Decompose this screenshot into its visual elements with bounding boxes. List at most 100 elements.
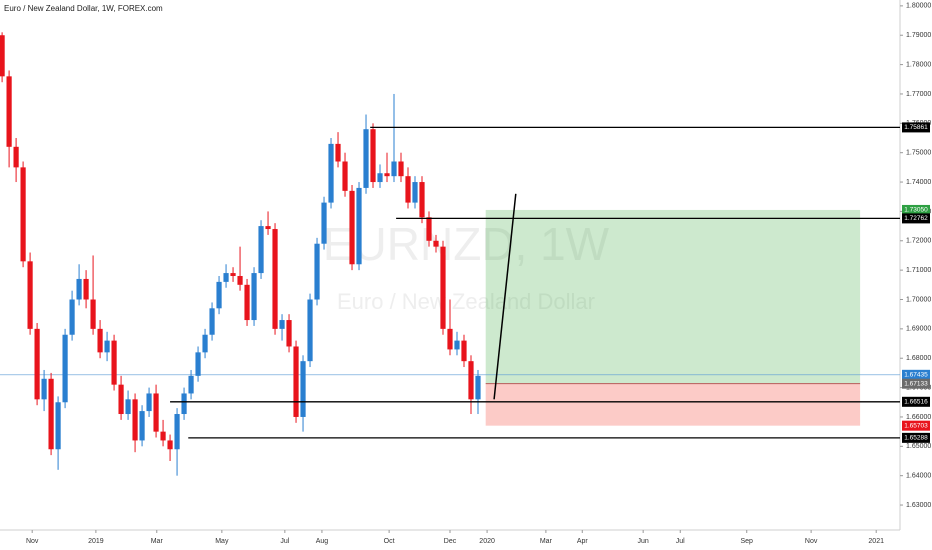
- candle-body: [202, 334, 208, 353]
- candle-body: [391, 161, 397, 177]
- price-tag-label: 1.65703: [904, 422, 928, 429]
- x-tick-label: Sep: [740, 538, 753, 545]
- price-tag-label: 1.72762: [904, 215, 928, 222]
- x-tick-label: Dec: [444, 538, 457, 545]
- price-tag: [902, 204, 930, 215]
- x-tick-label: Apr: [577, 538, 589, 545]
- candle-body: [111, 340, 117, 385]
- candle-body: [27, 261, 33, 329]
- candle-body: [370, 129, 376, 183]
- candle-body: [223, 273, 229, 282]
- candle-body: [209, 308, 215, 335]
- y-tick-label: 1.64000: [906, 473, 931, 480]
- y-tick-label: 1.75000: [906, 150, 931, 157]
- x-tick-label: Jul: [280, 538, 289, 545]
- candle-body: [440, 246, 446, 329]
- price-tag: [902, 396, 930, 407]
- candle-body: [0, 35, 5, 77]
- y-tick-label: 1.69000: [906, 326, 931, 333]
- x-tick-label: 2021: [868, 538, 884, 545]
- candle-body: [398, 161, 404, 177]
- y-tick-label: 1.74000: [906, 179, 931, 186]
- price-tag-label: 1.67133: [904, 380, 928, 387]
- candle-body: [244, 284, 250, 321]
- y-tick-label: 1.65000: [906, 443, 931, 450]
- x-tick-label: Jun: [638, 538, 649, 545]
- price-tag: [902, 378, 930, 389]
- y-tick-label: 1.70000: [906, 296, 931, 303]
- candle-body: [132, 399, 138, 441]
- x-tick-label: May: [215, 538, 229, 545]
- candle-body: [384, 173, 390, 177]
- candle-body: [146, 393, 152, 412]
- x-tick-label: Mar: [151, 538, 164, 545]
- y-tick-label: 1.71000: [906, 267, 931, 274]
- y-tick-label: 1.72000: [906, 238, 931, 245]
- price-tag-label: 1.75861: [904, 124, 928, 131]
- candle-body: [55, 402, 61, 450]
- price-tag: [902, 369, 930, 380]
- y-tick-label: 1.80000: [906, 3, 931, 10]
- x-tick-label: 2019: [88, 538, 104, 545]
- candle-body: [412, 182, 418, 203]
- candle-body: [419, 182, 425, 218]
- candle-body: [300, 361, 306, 417]
- candle-body: [230, 273, 236, 277]
- x-tick-label: Nov: [805, 538, 818, 545]
- candle-body: [279, 320, 285, 329]
- price-tag-label: 1.73050: [904, 207, 928, 214]
- candle-body: [20, 167, 26, 262]
- price-tag: [902, 122, 930, 133]
- y-tick-label: 1.66000: [906, 414, 931, 421]
- candle-body: [251, 273, 257, 321]
- candle-body: [76, 278, 82, 300]
- candle-body: [125, 399, 131, 415]
- candle-body: [48, 378, 54, 450]
- candle-body: [356, 187, 362, 265]
- trend-line: [493, 193, 517, 400]
- candle-body: [188, 375, 194, 394]
- candle-body: [167, 440, 173, 450]
- price-tag-label: 1.66516: [904, 399, 928, 406]
- candle-body: [377, 173, 383, 183]
- candle-body: [6, 76, 12, 147]
- candle-body: [139, 411, 145, 441]
- candle-body: [454, 340, 460, 350]
- candle-body: [321, 202, 327, 244]
- x-tick-label: Aug: [316, 538, 329, 545]
- candle-body: [216, 281, 222, 309]
- chart-title: Euro / New Zealand Dollar, 1W, FOREX.com: [4, 4, 163, 13]
- x-tick-label: Jul: [676, 538, 685, 545]
- candle-body: [314, 243, 320, 300]
- candle-body: [447, 328, 453, 350]
- y-tick-label: 1.78000: [906, 61, 931, 68]
- candle-body: [286, 320, 292, 347]
- candle-body: [468, 361, 474, 400]
- price-tag: [902, 420, 930, 431]
- y-tick-label: 1.63000: [906, 502, 931, 509]
- x-tick-label: 2020: [479, 538, 495, 545]
- candle-body: [349, 190, 355, 265]
- candle-body: [90, 299, 96, 329]
- candle-body: [69, 299, 75, 335]
- candle-body: [104, 340, 110, 353]
- candle-body: [237, 276, 243, 285]
- candle-body: [41, 378, 47, 400]
- candle-body: [13, 146, 19, 168]
- profit-zone: [485, 209, 861, 384]
- candle-body: [475, 375, 481, 400]
- candle-body: [160, 431, 166, 441]
- y-tick-label: 1.79000: [906, 32, 931, 39]
- candle-body: [342, 161, 348, 191]
- price-tag-label: 1.65288: [904, 435, 928, 442]
- candle-body: [363, 129, 369, 188]
- candle-body: [328, 143, 334, 203]
- candle-body: [272, 229, 278, 329]
- candle-body: [265, 226, 271, 230]
- candle-body: [433, 240, 439, 247]
- watermark: EURNZD, 1W: [323, 218, 610, 270]
- y-tick-label: 1.68000: [906, 355, 931, 362]
- candle-body: [118, 384, 124, 415]
